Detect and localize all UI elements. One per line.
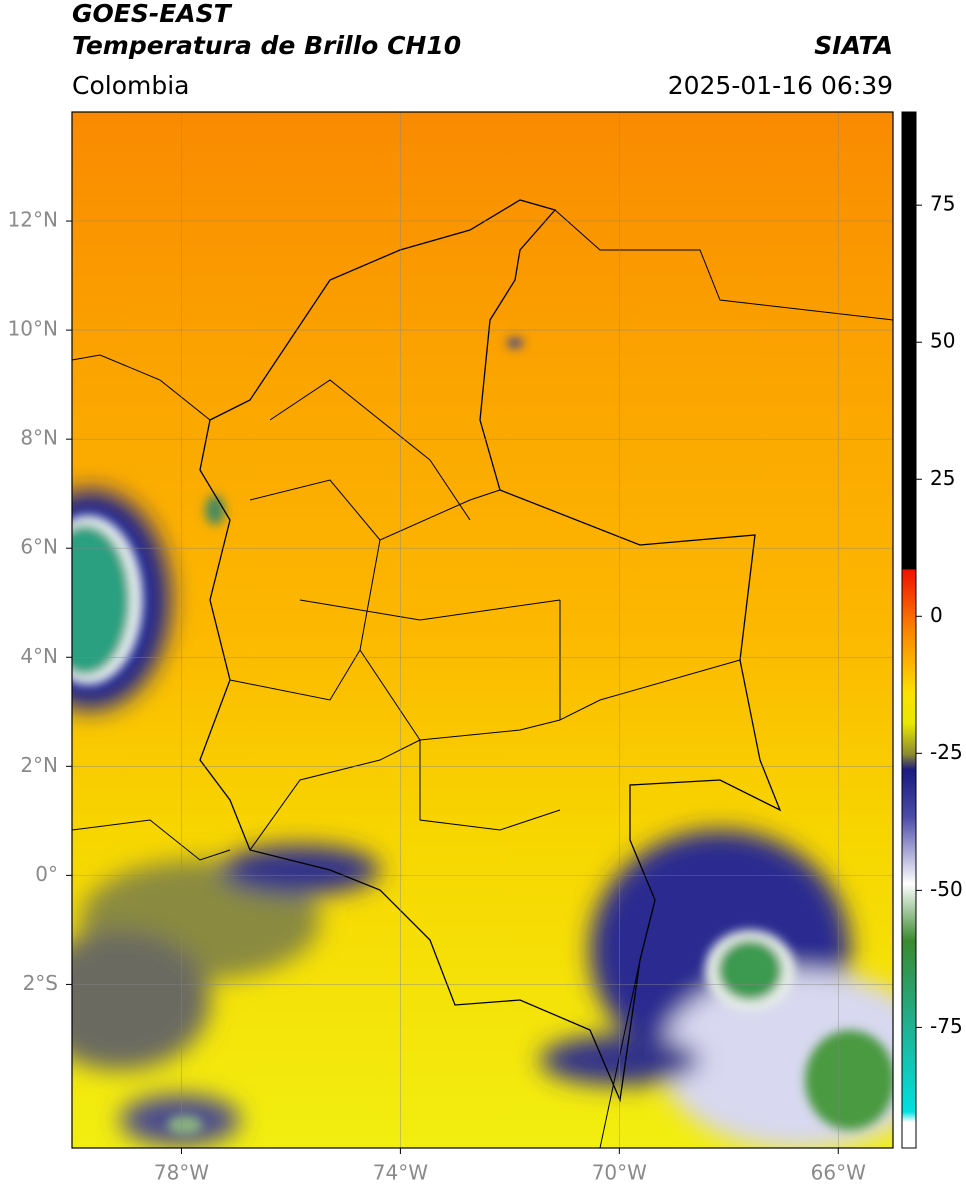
colorbar-tick-label: 25 [930, 466, 955, 490]
cold-cores [72, 338, 893, 1135]
map-frame [71, 111, 894, 1149]
x-tick-label: 66°W [811, 1161, 866, 1185]
y-tick-label: 2°S [23, 971, 58, 995]
datetime: 2025-01-16 06:39 [668, 71, 893, 100]
y-tick-label: 12°N [8, 208, 58, 232]
colorbar-tick-label: 0 [930, 603, 943, 627]
x-tick-label: 78°W [154, 1161, 209, 1185]
colorbar-tick-label: 50 [930, 329, 955, 353]
y-tick-label: 8°N [20, 426, 58, 450]
y-tick-label: 0° [35, 862, 58, 886]
grid [72, 112, 893, 1148]
y-tick-label: 6°N [20, 535, 58, 559]
source: SIATA [814, 31, 893, 60]
subtitle: Temperatura de Brillo CH10 [72, 31, 461, 60]
y-tick-label: 2°N [20, 753, 58, 777]
colorbar [901, 111, 917, 1149]
x-tick-label: 70°W [592, 1161, 647, 1185]
x-tick-label: 74°W [373, 1161, 428, 1185]
department-borders [229, 379, 741, 851]
colorbar-tick-label: -50 [930, 877, 963, 901]
colorbar-tick-label: 75 [930, 192, 955, 216]
colorbar-tick-label: -75 [930, 1014, 963, 1038]
colorbar-tick-label: -25 [930, 740, 963, 764]
y-tick-label: 4°N [20, 644, 58, 668]
title: GOES-EAST [72, 0, 233, 28]
y-tick-label: 10°N [8, 317, 58, 341]
region: Colombia [72, 71, 189, 100]
satellite-image [72, 112, 893, 1148]
neighbor-borders [72, 209, 893, 1148]
